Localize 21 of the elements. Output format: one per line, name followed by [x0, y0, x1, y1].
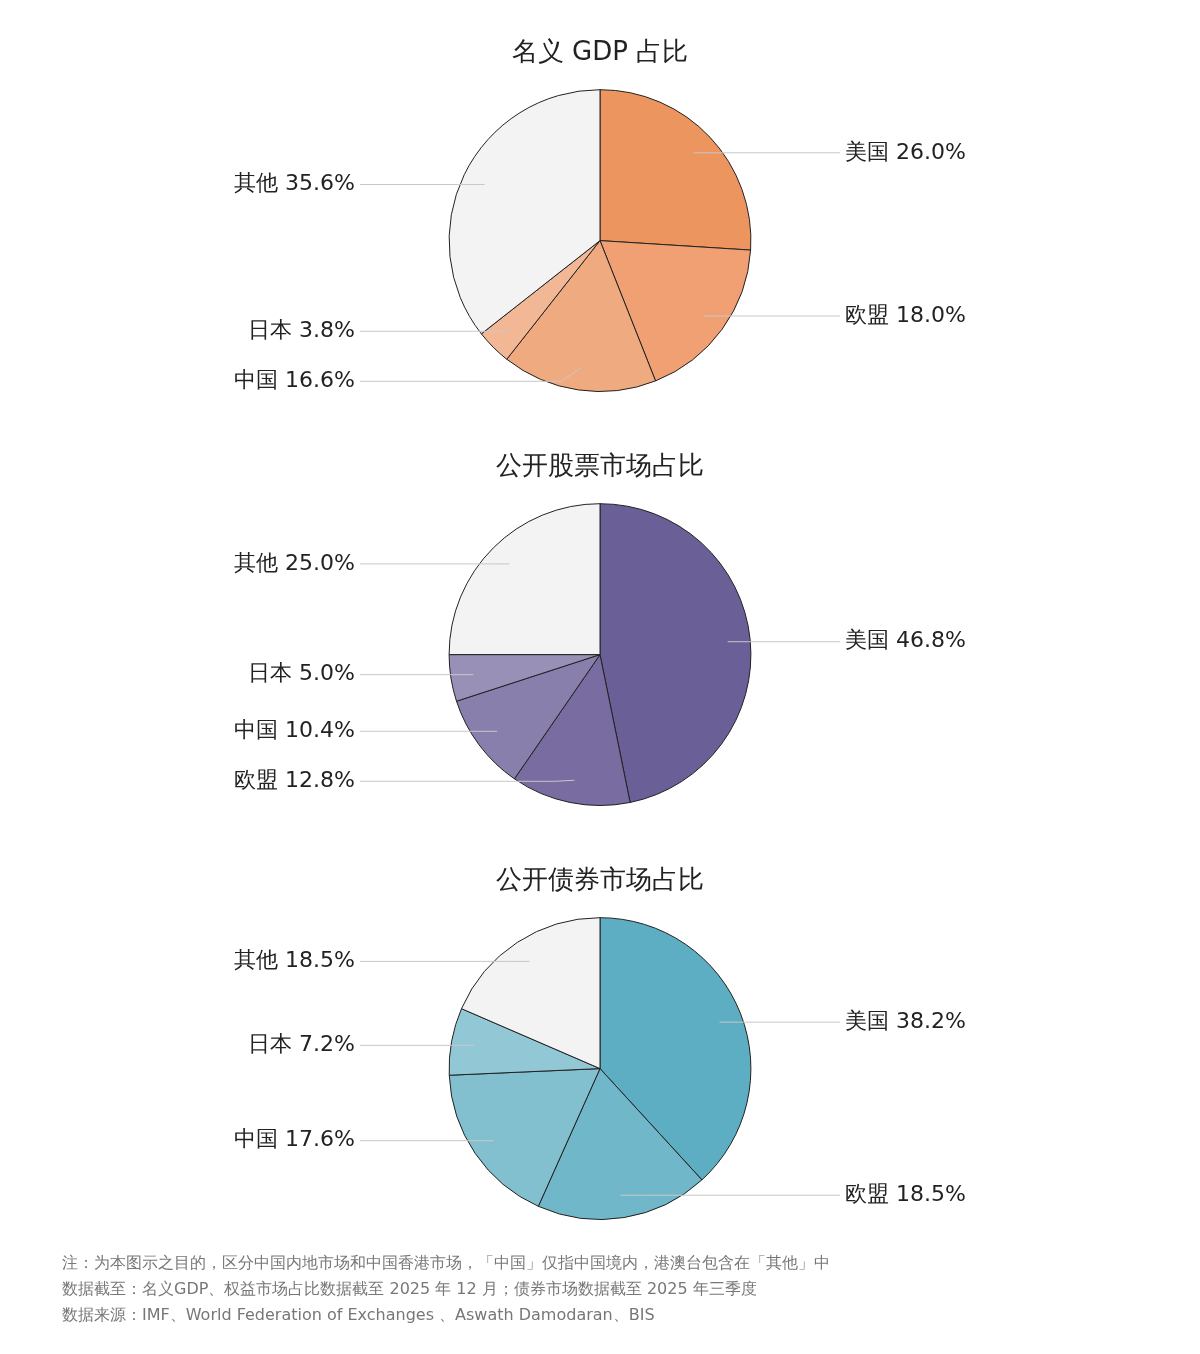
slice-label: 中国 17.6%: [234, 1126, 355, 1152]
text: 数据截至：名义GDP、权益市场占比数据截至 2025 年 12 月；债券市场数据截至 2025 年三季度: [62, 1278, 758, 1300]
slice-label: 中国 16.6%: [234, 367, 355, 393]
slice-label: 欧盟 18.0%: [845, 301, 966, 327]
slice-label: 日本 5.0%: [248, 660, 355, 686]
slice-label: 其他 25.0%: [234, 549, 355, 575]
slice-label: 美国 26.0%: [845, 138, 966, 164]
text: 注：为本图示之目的，区分中国内地市场和中国香港市场，「中国」仅指中国境内，港澳台包含在「其他」中: [62, 1252, 831, 1274]
slice-label: 美国 46.8%: [845, 627, 966, 653]
slice-label: 日本 7.2%: [248, 1031, 355, 1057]
slice-label: 美国 38.2%: [845, 1007, 966, 1033]
source-note: 数据来源：IMF、World Federation of Exchanges 、Aswath Damodaran、BIS: [62, 1304, 656, 1326]
chart-title: 公开股票市场占比: [496, 450, 704, 481]
chart-title: 名义 GDP 占比: [511, 36, 689, 67]
slice-label: 欧盟 18.5%: [845, 1180, 966, 1206]
chart-title: 公开债券市场占比: [496, 864, 704, 895]
slice-label: 其他 18.5%: [234, 947, 355, 973]
slice-label: 中国 10.4%: [234, 717, 355, 743]
slice-label: 其他 35.6%: [234, 170, 355, 196]
slice-label: 日本 3.8%: [248, 317, 355, 343]
slice-label: 欧盟 12.8%: [234, 767, 355, 793]
